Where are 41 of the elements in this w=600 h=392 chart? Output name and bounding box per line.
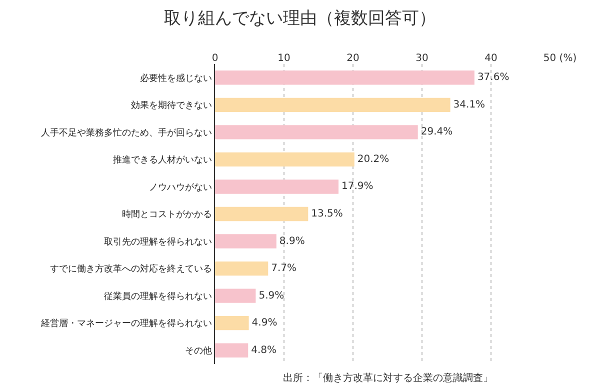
data-label: 7.7%	[271, 263, 297, 274]
data-label: 37.6%	[477, 72, 510, 84]
bar	[215, 125, 418, 140]
data-label: 8.9%	[279, 236, 305, 247]
bar	[215, 98, 450, 112]
data-label: 5.9%	[258, 290, 284, 302]
data-label: 17.9%	[342, 181, 374, 192]
y-tick-label: 人手不足や業務多忙のため、手が回らない	[41, 127, 212, 138]
data-label: 20.2%	[357, 154, 390, 165]
y-tick-label: 効果を期待できない	[131, 100, 212, 112]
data-label: 29.4%	[420, 126, 453, 138]
bar	[215, 343, 248, 358]
data-label: 4.9%	[252, 318, 278, 329]
bar	[215, 180, 339, 194]
x-tick-label: 30	[416, 53, 428, 64]
x-tick-label: 40	[484, 53, 498, 64]
bar	[215, 70, 474, 85]
data-label: 13.5%	[311, 208, 343, 220]
bar	[215, 261, 268, 276]
bar	[215, 288, 256, 303]
bar	[215, 234, 276, 248]
chart-title: 取り組んでない理由（複数回答可）	[164, 8, 436, 29]
x-tick-label: 0	[212, 53, 218, 64]
y-tick-label: 取引先の理解を得られない	[104, 236, 212, 248]
y-tick-label: 従業員の理解を得られない	[104, 290, 212, 302]
text: 出所：「働き方改革に対する企業の意識調査」	[283, 372, 493, 384]
y-tick-label: ノウハウがない	[149, 182, 212, 193]
x-tick-label: 20	[346, 53, 360, 64]
x-tick-label: 50 (%)	[543, 53, 577, 64]
data-label: 4.8%	[251, 344, 277, 356]
y-tick-label: 必要性を感じない	[140, 72, 212, 84]
y-tick-label: その他	[185, 346, 212, 357]
y-tick-label: 経営層・マネージャーの理解を得られない	[40, 318, 212, 330]
y-tick-label: 推進できる人材がいない	[113, 154, 212, 166]
bar	[215, 152, 354, 167]
y-tick-label: すでに働き方改革への対応を終えている	[50, 264, 212, 275]
bar	[215, 206, 308, 222]
x-tick-label: 10	[278, 53, 290, 64]
data-label: 34.1%	[453, 99, 486, 110]
y-tick-label: 時間とコストがかかる	[122, 209, 212, 220]
bar	[215, 316, 249, 330]
